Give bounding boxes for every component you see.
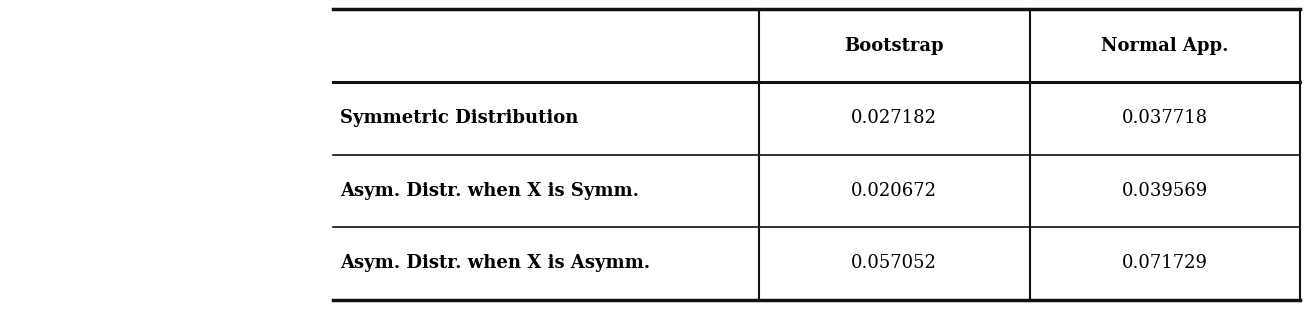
Text: Normal App.: Normal App. [1102, 36, 1229, 55]
Text: 0.039569: 0.039569 [1121, 182, 1208, 200]
Text: Symmetric Distribution: Symmetric Distribution [340, 109, 578, 127]
Text: Asym. Distr. when X is Asymm.: Asym. Distr. when X is Asymm. [340, 254, 650, 273]
Text: Asym. Distr. when X is Symm.: Asym. Distr. when X is Symm. [340, 182, 639, 200]
Text: 0.027182: 0.027182 [851, 109, 937, 127]
Text: Bootstrap: Bootstrap [844, 36, 944, 55]
Text: 0.057052: 0.057052 [851, 254, 937, 273]
Text: 0.020672: 0.020672 [851, 182, 937, 200]
Text: 0.071729: 0.071729 [1123, 254, 1208, 273]
Text: 0.037718: 0.037718 [1121, 109, 1208, 127]
